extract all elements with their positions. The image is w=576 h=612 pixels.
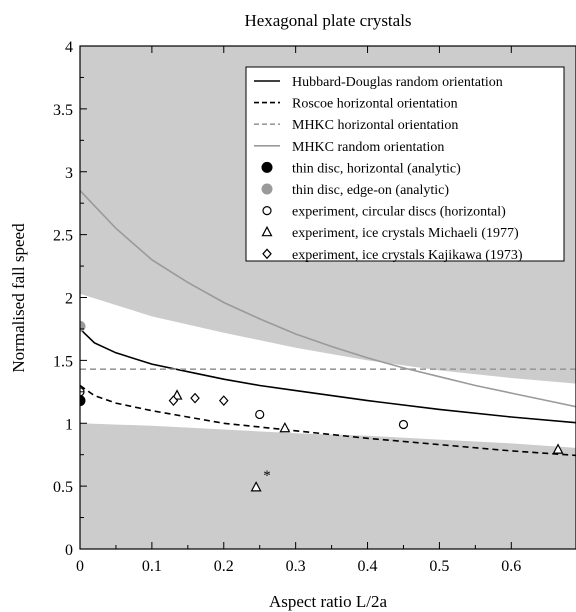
legend-entry-experiment-ice-crystals-kajikawa-1973-label: experiment, ice crystals Kajikawa (1973) [292, 248, 523, 263]
y-tick-label: 0.5 [53, 479, 73, 496]
y-tick-label: 4 [65, 39, 73, 56]
y-tick-label: 1.5 [53, 353, 73, 370]
y-tick-label: 3 [65, 165, 73, 182]
x-tick-label: 0.4 [358, 558, 378, 575]
series-lines [80, 190, 576, 457]
y-axis-label: Normalised fall speed [9, 223, 28, 373]
legend-entry-experiment-circular-discs-horizontal-swatch [262, 206, 272, 216]
data-point-experiment-ice-crystals-kajikawa-1973 [168, 395, 179, 407]
data-point-experiment-ice-crystals-michaeli-1977 [250, 481, 262, 492]
shaded-band [80, 293, 576, 448]
y-tick-label: 0 [65, 542, 73, 559]
y-tick-label: 2.5 [53, 228, 73, 245]
y-tick-label: 2 [65, 291, 73, 308]
asterisk-annotation: * [263, 468, 271, 484]
data-point-thin-disc-horizontal-analytic [80, 395, 86, 407]
data-point-experiment-ice-crystals-michaeli-1977 [279, 421, 291, 433]
legend-entry-thin-disc-horizontal-analytic-label: thin disc, horizontal (analytic) [292, 161, 461, 176]
legend-entry-experiment-circular-discs-horizontal-label: experiment, circular discs (horizontal) [292, 205, 506, 220]
legend-entry-roscoe-horizontal-orientation-label: Roscoe horizontal orientation [292, 97, 458, 112]
data-point-experiment-circular-discs-horizontal [398, 419, 409, 430]
data-point-experiment-ice-crystals-kajikawa-1973 [190, 392, 200, 404]
chart-title: Hexagonal plate crystals [244, 11, 411, 30]
legend-entry-hubbard-douglas-random-orientation-label: Hubbard-Douglas random orientation [292, 75, 503, 90]
x-tick-label: 0.6 [501, 558, 521, 575]
legend: Hubbard-Douglas random orientation Roscoe… [245, 66, 565, 263]
legend-entry-experiment-ice-crystals-michaeli-1977-swatch [261, 225, 273, 237]
legend-box [245, 66, 565, 262]
axes: 0 0.1 0.2 0.3 0.4 0.5 0.6 0 0.5 1 1.5 2 2.5 3 3.5 4 [53, 39, 576, 575]
data-point-experiment-circular-discs-horizontal [255, 409, 265, 420]
y-tick-label: 3.5 [53, 102, 73, 119]
legend-entry-thin-disc-edge-on-analytic-swatch [261, 183, 273, 195]
x-tick-label: 0.2 [214, 558, 234, 575]
x-tick-label: 0 [76, 558, 84, 575]
legend-entry-experiment-ice-crystals-michaeli-1977-label: experiment, ice crystals Michaeli (1977) [292, 226, 519, 241]
legend-entry-mhkc-horizontal-orientation-label: MHKC horizontal orientation [292, 118, 458, 133]
x-tick-label: 0.1 [142, 558, 162, 575]
x-tick-label: 0.3 [286, 558, 306, 575]
series-line-hubbard-douglas-random-orientation [80, 328, 576, 424]
legend-entry-thin-disc-edge-on-analytic-label: thin disc, edge-on (analytic) [292, 183, 449, 198]
data-point-experiment-ice-crystals-michaeli-1977 [552, 443, 564, 454]
legend-entry-mhkc-random-orientation-label: MHKC random orientation [292, 140, 444, 155]
legend-entry-thin-disc-horizontal-analytic-swatch [261, 161, 273, 173]
series-line-mhkc-random-orientation [80, 190, 576, 408]
y-tick-label: 1 [65, 416, 73, 433]
x-axis-label: Aspect ratio L/2a [269, 592, 387, 611]
x-tick-label: 0.5 [429, 558, 449, 575]
legend-entry-experiment-ice-crystals-kajikawa-1973-swatch [262, 248, 272, 260]
data-point-experiment-ice-crystals-kajikawa-1973 [218, 395, 229, 407]
